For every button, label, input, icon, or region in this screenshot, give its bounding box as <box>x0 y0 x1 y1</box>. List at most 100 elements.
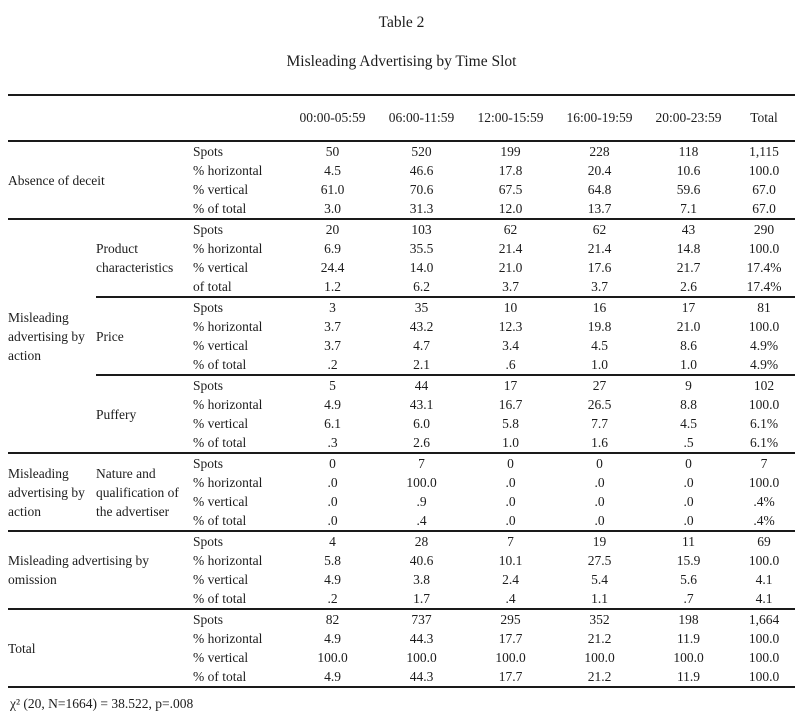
value-cell: 100.0 <box>673 650 704 665</box>
value-cell: 69 <box>733 530 795 551</box>
value-cell: 0 <box>288 452 377 473</box>
measure-label: % of total <box>193 357 247 372</box>
table-title: Misleading Advertising by Time Slot <box>286 53 517 70</box>
measure-label: % horizontal <box>193 241 263 256</box>
value-cell: 4.1 <box>755 572 773 587</box>
measure-label: % horizontal <box>193 631 263 646</box>
measure-label: % horizontal <box>193 163 263 178</box>
row-group-label: Misleading advertising by omission <box>8 530 193 609</box>
value-cell: 7 <box>733 452 795 473</box>
value-cell: 16 <box>555 296 644 317</box>
value-cell: 27 <box>555 374 644 395</box>
value-cell: 44.3 <box>409 669 434 684</box>
row-subgroup-label: Product characteristics <box>96 218 193 297</box>
value-cell: .2 <box>327 591 338 606</box>
value-cell: 198 <box>644 608 733 629</box>
table-row: % of total .3 2.6 1.0 1.6 .5 6.1% <box>8 433 795 453</box>
value-cell: .0 <box>683 475 694 490</box>
measure-label: Spots <box>193 530 288 551</box>
value-cell: 1,115 <box>733 140 795 161</box>
table-row: Misleading advertising by action Product … <box>8 218 795 453</box>
value-cell: .9 <box>416 494 427 509</box>
value-cell: 290 <box>733 218 795 239</box>
row-group-label: Total <box>8 608 193 687</box>
value-cell: 14.0 <box>409 260 434 275</box>
measure-label: % horizontal <box>193 319 263 334</box>
value-cell: 11 <box>644 530 733 551</box>
table-row: % of total 3.0 31.3 12.0 13.7 7.1 67.0 <box>8 199 795 219</box>
value-cell: 1.0 <box>591 357 608 372</box>
value-cell: 4.7 <box>413 338 430 353</box>
value-cell: 21.4 <box>587 241 612 256</box>
measure-label: Spots <box>193 296 288 317</box>
value-cell: 26.5 <box>587 397 612 412</box>
measure-label: Spots <box>193 608 288 629</box>
value-cell: 4.9 <box>324 669 341 684</box>
value-cell: 3.8 <box>413 572 430 587</box>
value-cell: 62 <box>466 218 555 239</box>
value-cell: 100.0 <box>406 650 437 665</box>
value-cell: .3 <box>327 435 338 450</box>
value-cell: 4.5 <box>324 163 341 178</box>
value-cell: 14.8 <box>676 241 701 256</box>
table-row: of total 1.2 6.2 3.7 3.7 2.6 17.4% <box>8 277 795 297</box>
value-cell: 6.9 <box>324 241 341 256</box>
row-group-label: Absence of deceit <box>8 140 193 219</box>
column-header-timeslot-2: 06:00-11:59 <box>377 95 466 142</box>
header-stub <box>8 95 288 142</box>
measure-label: % of total <box>193 669 247 684</box>
value-cell: 295 <box>466 608 555 629</box>
value-cell: 17.6 <box>587 260 612 275</box>
value-cell: 228 <box>555 140 644 161</box>
value-cell: 4.5 <box>680 416 697 431</box>
row-subgroup-label: Nature and qualification of the advertis… <box>96 452 193 531</box>
value-cell: 43.1 <box>409 397 434 412</box>
value-cell: 1.7 <box>413 591 430 606</box>
value-cell: .0 <box>505 494 516 509</box>
measure-label: % vertical <box>193 416 249 431</box>
table-row: % horizontal .0 100.0 .0 .0 .0 100.0 <box>8 473 795 492</box>
column-header-timeslot-1: 00:00-05:59 <box>288 95 377 142</box>
value-cell: 13.7 <box>587 201 612 216</box>
value-cell: .4% <box>753 494 775 509</box>
table-row: % horizontal 5.8 40.6 10.1 27.5 15.9 100.0 <box>8 551 795 570</box>
value-cell: 100.0 <box>748 650 780 665</box>
table-row: % vertical 4.9 3.8 2.4 5.4 5.6 4.1 <box>8 570 795 589</box>
row-group-label: Misleading advertising by action <box>8 452 96 531</box>
header-row: 00:00-05:59 06:00-11:59 12:00-15:59 16:0… <box>8 95 795 142</box>
value-cell: 21.0 <box>676 319 701 334</box>
column-header-timeslot-5: 20:00-23:59 <box>644 95 733 142</box>
value-cell: 40.6 <box>409 553 434 568</box>
table-row: % horizontal 6.9 35.5 21.4 21.4 14.8 100.0 <box>8 239 795 258</box>
value-cell: 1.2 <box>324 279 341 294</box>
value-cell: 11.9 <box>676 631 701 646</box>
value-cell: 100.0 <box>748 319 780 334</box>
value-cell: .0 <box>505 475 516 490</box>
value-cell: 6.2 <box>413 279 430 294</box>
value-cell: 4.5 <box>591 338 608 353</box>
value-cell: 118 <box>644 140 733 161</box>
table-row: Misleading advertising by omission Spots 4… <box>8 530 795 609</box>
measure-label: % vertical <box>193 338 249 353</box>
value-cell: 17.7 <box>498 631 523 646</box>
value-cell: 0 <box>644 452 733 473</box>
measure-label: % vertical <box>193 260 249 275</box>
measure-label: % vertical <box>193 494 249 509</box>
value-cell: 4.9 <box>324 631 341 646</box>
value-cell: 0 <box>466 452 555 473</box>
value-cell: .6 <box>505 357 516 372</box>
measure-label: % vertical <box>193 572 249 587</box>
value-cell: 10.1 <box>498 553 523 568</box>
measure-label: Spots <box>193 452 288 473</box>
value-cell: .4 <box>505 591 516 606</box>
value-cell: 3.4 <box>502 338 519 353</box>
value-cell: 2.1 <box>413 357 430 372</box>
value-cell: 61.0 <box>320 182 345 197</box>
value-cell: 7.1 <box>680 201 697 216</box>
measure-label: % of total <box>193 435 247 450</box>
value-cell: 17.4% <box>746 260 782 275</box>
value-cell: .0 <box>683 513 694 528</box>
value-cell: 8.8 <box>680 397 697 412</box>
value-cell: 5 <box>288 374 377 395</box>
